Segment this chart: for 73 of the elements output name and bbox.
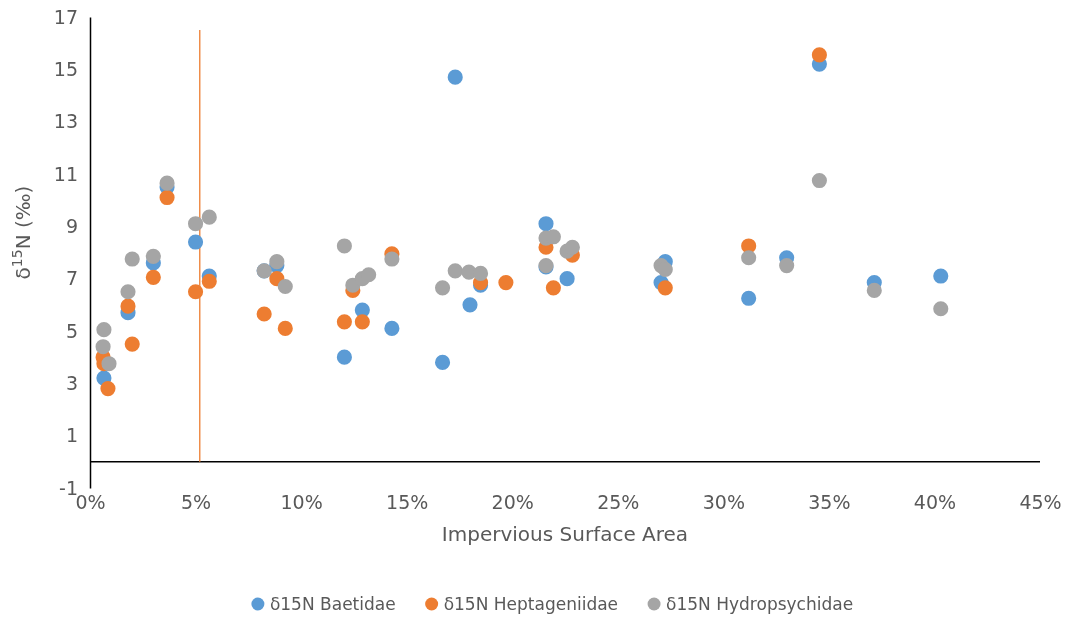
point — [101, 356, 117, 372]
point — [434, 354, 451, 370]
x-tick-label: 40% — [913, 491, 957, 514]
point — [201, 273, 217, 289]
point — [336, 238, 352, 254]
point — [866, 282, 882, 298]
x-tick-label: 45% — [1019, 491, 1062, 514]
point — [145, 248, 161, 264]
point — [447, 263, 463, 279]
point — [187, 284, 204, 300]
point — [741, 250, 757, 266]
point — [779, 258, 795, 274]
point — [124, 336, 140, 352]
x-tick-label: 10% — [280, 491, 323, 514]
legend-label: δ15N Baetidae — [269, 594, 396, 614]
point — [201, 209, 217, 225]
point — [434, 280, 451, 296]
point — [811, 47, 827, 63]
x-tick-label: 35% — [808, 491, 851, 514]
y-tick-label: 15 — [53, 57, 78, 80]
legend-label: δ15N Hydropsychidae — [666, 594, 854, 614]
point — [361, 267, 377, 283]
point — [100, 381, 116, 397]
point — [447, 69, 463, 85]
y-tick-label: 11 — [53, 162, 78, 185]
y-tick-label: 7 — [65, 267, 78, 290]
x-tick-label: 15% — [386, 491, 429, 514]
x-tick-label: 25% — [597, 491, 640, 514]
x-tick-label: 30% — [702, 491, 745, 514]
point — [545, 280, 561, 296]
x-axis-title: Impervious Surface Area — [441, 522, 689, 546]
point — [269, 254, 285, 270]
point — [187, 216, 204, 232]
x-tick-label: 20% — [491, 491, 534, 514]
x-tick-label: 0% — [75, 491, 106, 514]
y-tick-label: -1 — [59, 476, 78, 499]
point — [384, 320, 400, 336]
point — [120, 284, 136, 300]
point — [354, 314, 370, 330]
y-tick-label: 9 — [65, 214, 78, 237]
point — [559, 271, 575, 287]
x-tick-label: 5% — [180, 491, 212, 514]
point — [538, 216, 554, 232]
point — [462, 297, 478, 313]
point — [657, 261, 673, 278]
y-tick-label: 3 — [65, 371, 78, 394]
point — [384, 251, 400, 267]
y-tick-label: 13 — [53, 110, 78, 133]
point — [933, 268, 949, 284]
point — [159, 190, 175, 206]
y-tick-label: 17 — [53, 5, 78, 28]
point — [187, 234, 204, 250]
point — [256, 306, 272, 322]
point — [124, 251, 140, 267]
point — [811, 172, 827, 189]
point — [120, 298, 136, 314]
point — [741, 290, 757, 306]
point — [277, 278, 293, 295]
y-tick-label: 5 — [65, 319, 78, 342]
point — [336, 349, 352, 365]
point — [933, 301, 949, 317]
point — [564, 239, 580, 255]
point — [145, 269, 161, 285]
point — [472, 265, 489, 281]
point — [95, 339, 111, 355]
point — [336, 314, 352, 330]
point — [498, 275, 514, 291]
point — [277, 320, 293, 336]
point — [657, 280, 673, 296]
y-tick-label: 1 — [65, 424, 78, 447]
point — [96, 322, 112, 338]
legend-label: δ15N Heptageniidae — [443, 594, 619, 614]
point — [159, 175, 175, 191]
